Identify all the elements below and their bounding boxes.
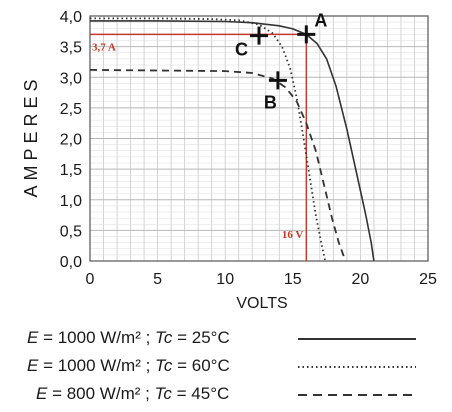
reference-label-current: 3,7 A <box>92 41 116 53</box>
x-tick-label: 5 <box>153 271 162 288</box>
reference-lines: 3,7 A 16 V <box>90 30 313 261</box>
legend-label-60c: E = 1000 W/m² ; Tc = 60°C <box>27 356 230 375</box>
chart-background <box>0 0 452 322</box>
y-tick-label: 0,0 <box>60 254 82 271</box>
point-label-a: A <box>314 10 327 30</box>
legend-swatch-solid <box>298 338 416 340</box>
x-tick-label: 15 <box>284 271 302 288</box>
iv-curve-chart: 3,7 A 16 V A B C 0 5 10 15 20 25 0,0 0,5 1,0 1,5 2,0 2… <box>0 0 452 322</box>
y-tick-label: 3,0 <box>60 70 82 87</box>
y-axis-label: AMPERES <box>21 74 41 197</box>
axes <box>89 15 429 262</box>
legend-swatch-dotted <box>298 366 416 368</box>
x-tick-label: 20 <box>352 271 370 288</box>
point-label-c: C <box>235 40 248 60</box>
legend-label-25c: E = 1000 W/m² ; Tc = 25°C <box>27 328 230 347</box>
point-label-b: B <box>264 92 277 112</box>
grid <box>90 16 428 261</box>
y-tick-label: 1,0 <box>60 193 82 210</box>
x-axis-label: VOLTS <box>236 295 287 312</box>
y-tick-label: 1,5 <box>60 162 82 179</box>
x-tick-label: 25 <box>419 271 437 288</box>
y-tick-label: 3,5 <box>60 40 82 57</box>
series-group <box>89 17 375 262</box>
y-tick-label: 4,0 <box>60 9 82 26</box>
plot-frame <box>89 15 429 262</box>
x-tick-label: 0 <box>86 271 95 288</box>
y-tick-label: 2,5 <box>60 101 82 118</box>
x-tick-label: 10 <box>216 271 234 288</box>
legend-swatch-dashed <box>298 394 416 396</box>
y-tick-label: 0,5 <box>60 223 82 240</box>
reference-label-voltage: 16 V <box>282 229 304 241</box>
y-tick-label: 2,0 <box>60 132 82 149</box>
point-markers: A B C <box>235 10 327 112</box>
series-line-solid <box>90 20 375 262</box>
series-line-dashed <box>89 69 347 262</box>
tick-labels: 0 5 10 15 20 25 0,0 0,5 1,0 1,5 2,0 2,5 3,0 3,5 4,0 <box>60 9 437 288</box>
legend-label-45c: E = 800 W/m² ; Tc = 45°C <box>36 384 230 403</box>
series-line-dotted <box>90 17 327 262</box>
